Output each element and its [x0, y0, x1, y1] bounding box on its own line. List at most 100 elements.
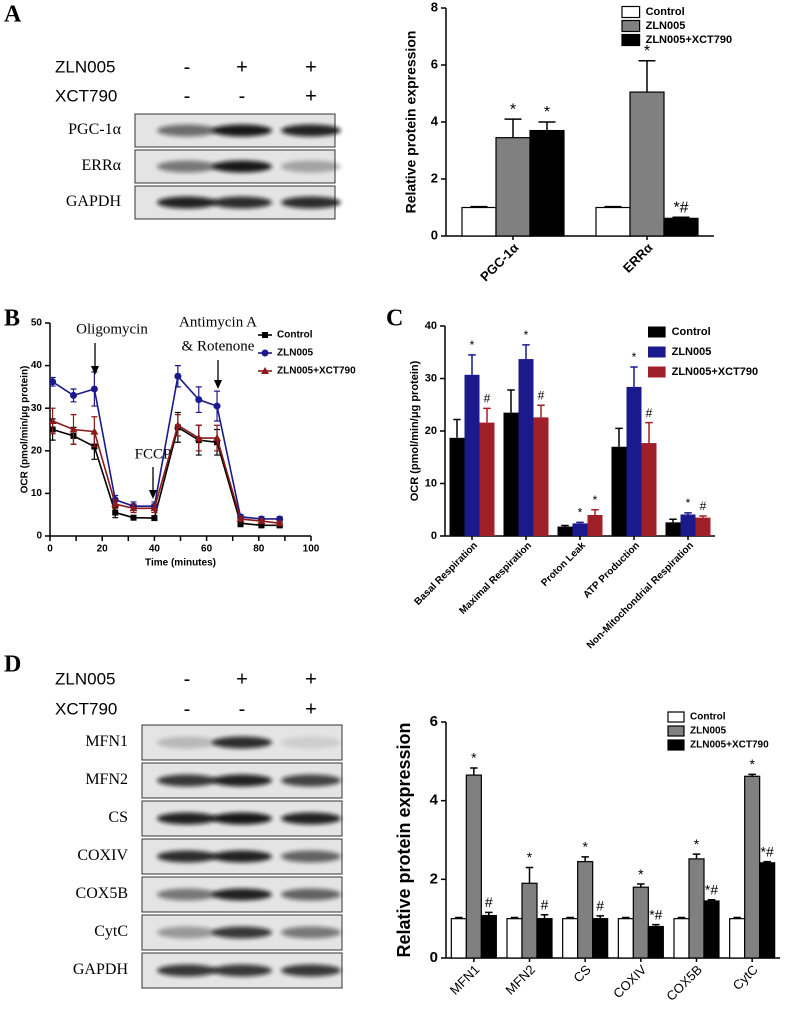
x-tick-label: MFN2 [502, 962, 538, 998]
blot-band [281, 774, 341, 787]
significance-label: * [582, 839, 588, 855]
marker [237, 520, 244, 527]
y-tick-label: 20 [31, 445, 43, 456]
error-bar [596, 915, 604, 919]
x-tick-label: CS [570, 962, 594, 986]
band-label: GAPDH [73, 961, 129, 978]
bar [572, 523, 588, 536]
treatment-sign: - [239, 85, 246, 107]
blot-band [157, 774, 217, 787]
bar [673, 918, 690, 959]
treatment-sign: + [305, 698, 317, 720]
error-bar [604, 205, 622, 208]
significance-label: * [638, 866, 644, 882]
bar [461, 206, 497, 237]
x-tick-label: Proton Leak [539, 540, 588, 589]
legend-label: ZLN005+XCT790 [690, 740, 769, 751]
treatment-sign: + [236, 668, 248, 690]
legend-label: ZLN005 [646, 20, 686, 32]
bar [495, 137, 531, 237]
blot-band [212, 124, 272, 137]
significance-label: * [749, 756, 755, 772]
legend-swatch [621, 19, 641, 33]
y-axis-label: Relative protein expression [394, 722, 414, 957]
legend-swatch [621, 5, 641, 19]
bar [533, 417, 549, 536]
legend-label: Control [646, 6, 685, 18]
band-label: GAPDH [66, 193, 122, 210]
bar [592, 918, 609, 959]
treatment-sign: + [236, 56, 248, 78]
legend-label: Control [672, 326, 711, 338]
series-line [52, 420, 280, 525]
significance-label: # [646, 406, 653, 420]
error-bar [522, 344, 530, 360]
bar [641, 443, 657, 536]
marker [48, 416, 57, 424]
treatment-sign: - [184, 56, 191, 78]
bar [617, 918, 634, 959]
significance-label: # [700, 499, 707, 513]
y-tick-label: 0 [431, 227, 438, 242]
error-bar [645, 421, 653, 444]
error-bar [677, 916, 686, 919]
significance-label: # [484, 392, 491, 406]
treatment-label: XCT790 [55, 699, 117, 718]
annotation: FCCP [135, 446, 172, 462]
legend-swatch [648, 366, 666, 378]
legend-label: ZLN005 [690, 726, 727, 737]
marker [150, 504, 159, 512]
bar [595, 206, 631, 237]
error-bar [485, 911, 493, 916]
marker [69, 425, 78, 433]
blot-band [281, 196, 341, 209]
treatment-sign: - [184, 698, 191, 720]
significance-label: *# [761, 843, 774, 859]
bar [629, 91, 665, 237]
significance-label: * [644, 43, 650, 60]
marker [174, 372, 182, 380]
marker [262, 332, 268, 338]
significance-label: * [686, 496, 691, 510]
marker [112, 509, 119, 516]
panel-letter: B [4, 306, 20, 332]
significance-label: * [470, 338, 475, 352]
blot-band [212, 736, 272, 749]
error-bar [525, 866, 534, 884]
marker [130, 514, 137, 521]
blot-band [157, 124, 217, 137]
bar [557, 526, 573, 536]
bar [480, 914, 497, 959]
significance-label: # [538, 388, 545, 402]
blot-band [212, 160, 272, 173]
error-bar [733, 916, 741, 919]
significance-label: * [694, 836, 700, 852]
series-line [52, 426, 280, 527]
bar [577, 861, 594, 959]
bar [663, 217, 699, 237]
treatment-label: XCT790 [55, 86, 117, 105]
legend-swatch [621, 33, 641, 47]
band-label: CS [108, 809, 128, 826]
error-bar [707, 899, 716, 901]
blot-band [281, 736, 341, 749]
error-bar [763, 860, 771, 863]
marker [129, 504, 138, 512]
error-bar [504, 118, 522, 138]
marker [151, 515, 158, 522]
bar [464, 374, 480, 536]
x-tick-label: CytC [730, 962, 761, 993]
treatment-sign: - [184, 85, 191, 107]
y-tick-label: 40 [31, 360, 43, 371]
band-label: MFN1 [85, 733, 128, 750]
x-tick-label: 100 [303, 544, 320, 555]
bar [529, 129, 565, 237]
error-bar [561, 524, 569, 527]
bar [626, 386, 642, 536]
x-tick-label: PGC-1α [477, 240, 521, 284]
significance-label: * [544, 104, 550, 121]
significance-label: *# [649, 906, 662, 922]
marker [90, 427, 99, 435]
error-bar [669, 518, 677, 523]
x-tick-label: COXIV [610, 962, 649, 1001]
